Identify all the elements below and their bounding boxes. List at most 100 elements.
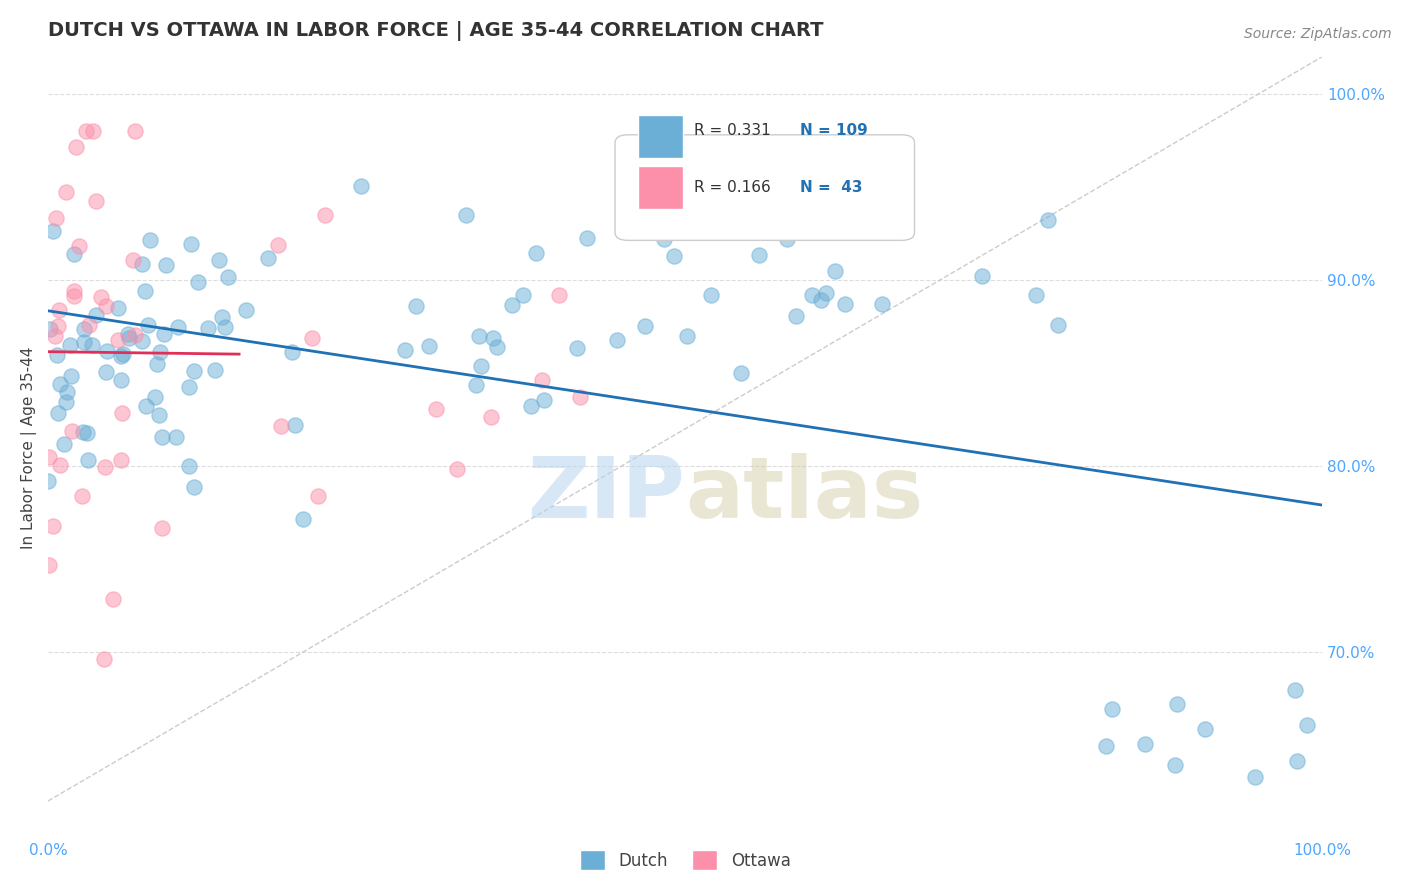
Point	[634, 318, 657, 333]
Point	[208, 253, 231, 268]
Point	[59, 369, 82, 384]
Point	[776, 232, 799, 246]
Point	[96, 344, 118, 359]
Point	[111, 406, 134, 420]
Point	[575, 231, 598, 245]
Point	[456, 209, 478, 223]
Text: N =  43: N = 43	[800, 180, 862, 195]
Point	[139, 233, 162, 247]
Point	[266, 238, 288, 252]
Point	[45, 211, 67, 226]
Point	[1101, 701, 1123, 715]
Point	[121, 252, 143, 267]
Point	[970, 269, 993, 284]
Point	[1094, 739, 1116, 753]
Point	[112, 347, 135, 361]
Point	[723, 177, 745, 191]
Point	[824, 224, 846, 238]
Text: R = 0.166: R = 0.166	[695, 180, 770, 195]
Point	[150, 429, 173, 443]
Point	[349, 179, 371, 194]
Point	[464, 378, 486, 392]
Point	[501, 298, 523, 312]
Point	[870, 296, 893, 310]
Text: Source: ZipAtlas.com: Source: ZipAtlas.com	[1244, 27, 1392, 41]
Point	[1285, 754, 1308, 768]
Point	[568, 391, 591, 405]
Text: R = 0.331: R = 0.331	[695, 123, 770, 138]
Point	[86, 194, 108, 208]
Y-axis label: In Labor Force | Age 35-44: In Labor Force | Age 35-44	[21, 346, 37, 549]
Point	[63, 285, 86, 299]
Point	[177, 458, 200, 473]
Point	[77, 318, 100, 333]
Point	[63, 247, 86, 261]
Point	[76, 425, 98, 440]
Point	[662, 248, 685, 262]
Point	[394, 343, 416, 358]
Point	[37, 474, 59, 488]
Point	[1047, 318, 1070, 332]
Point	[93, 652, 115, 666]
Point	[155, 258, 177, 272]
Point	[59, 337, 82, 351]
Point	[136, 318, 159, 333]
Point	[520, 399, 543, 413]
Point	[41, 518, 63, 533]
Point	[118, 331, 141, 345]
Point	[652, 232, 675, 246]
Point	[425, 401, 447, 416]
Point	[107, 301, 129, 316]
Point	[1025, 288, 1047, 302]
Point	[117, 326, 139, 341]
FancyBboxPatch shape	[638, 166, 682, 209]
Point	[101, 592, 124, 607]
Point	[197, 320, 219, 334]
Point	[94, 460, 117, 475]
Point	[301, 331, 323, 345]
Point	[1296, 718, 1319, 732]
Point	[48, 319, 70, 334]
Text: atlas: atlas	[685, 453, 924, 536]
Point	[485, 340, 508, 354]
Point	[1166, 698, 1188, 712]
Point	[124, 327, 146, 342]
Point	[145, 357, 167, 371]
Point	[183, 479, 205, 493]
Point	[75, 124, 97, 138]
Point	[800, 288, 823, 302]
Point	[167, 320, 190, 334]
Point	[150, 521, 173, 535]
Point	[235, 303, 257, 318]
Point	[676, 328, 699, 343]
Point	[530, 373, 553, 387]
Point	[785, 310, 807, 324]
Point	[211, 310, 233, 324]
FancyBboxPatch shape	[614, 135, 914, 240]
Point	[44, 329, 66, 343]
Point	[446, 462, 468, 476]
Point	[824, 263, 846, 277]
Point	[1135, 737, 1157, 751]
Point	[82, 124, 104, 138]
Point	[55, 395, 77, 409]
FancyBboxPatch shape	[638, 115, 682, 158]
Point	[49, 377, 72, 392]
Point	[418, 339, 440, 353]
Text: DUTCH VS OTTAWA IN LABOR FORCE | AGE 35-44 CORRELATION CHART: DUTCH VS OTTAWA IN LABOR FORCE | AGE 35-…	[48, 21, 824, 41]
Point	[42, 224, 65, 238]
Point	[38, 558, 60, 572]
Point	[179, 380, 201, 394]
Point	[815, 285, 838, 300]
Point	[96, 299, 118, 313]
Point	[214, 319, 236, 334]
Point	[183, 364, 205, 378]
Point	[700, 288, 723, 302]
Point	[110, 373, 132, 387]
Point	[524, 245, 547, 260]
Point	[620, 213, 643, 227]
Point	[479, 410, 502, 425]
Point	[548, 288, 571, 302]
Point	[307, 489, 329, 503]
Legend: Dutch, Ottawa: Dutch, Ottawa	[572, 843, 797, 877]
